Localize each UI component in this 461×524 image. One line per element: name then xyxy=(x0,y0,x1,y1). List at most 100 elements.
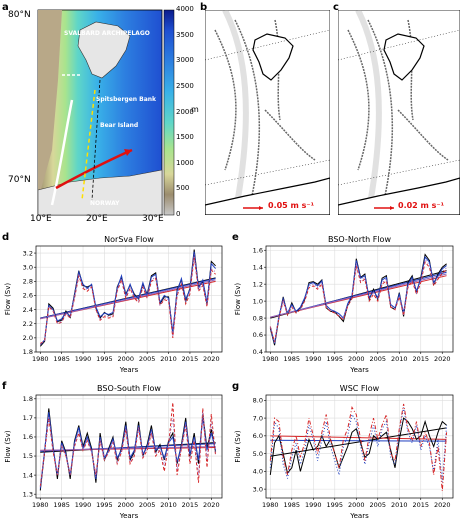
chart-title: NorSva Flow xyxy=(104,235,154,244)
panel-label-f: f xyxy=(2,381,7,392)
y-tick-label: 1.2 xyxy=(253,280,263,288)
place-bear-island: Bear Island xyxy=(100,122,139,129)
x-tick-label: 1995 xyxy=(96,501,113,509)
x-tick-label: 1980 xyxy=(262,355,279,363)
lat-label-70: 70°N xyxy=(8,175,31,185)
chart-title: BSO-North Flow xyxy=(328,235,391,244)
y-tick-label: 2.8 xyxy=(23,278,33,286)
y-tick-label: 1.6 xyxy=(23,433,33,441)
y-tick-label: 1.4 xyxy=(23,471,33,479)
y-axis-label: Flow (Sv) xyxy=(234,283,242,316)
trend-line xyxy=(40,278,216,319)
chart-title: WSC Flow xyxy=(340,384,380,393)
plot-frame xyxy=(265,245,454,353)
y-tick-label: 5.0 xyxy=(253,450,263,458)
series-line xyxy=(269,260,447,342)
x-tick-label: 1985 xyxy=(53,501,70,509)
panel-label-c: c xyxy=(333,2,339,13)
lon-label-30: 30°E xyxy=(142,214,164,224)
y-tick-label: 8.0 xyxy=(253,397,263,405)
x-tick-label: 2020 xyxy=(203,501,220,509)
y-tick-label: 3.2 xyxy=(23,249,33,257)
series-line xyxy=(39,251,216,346)
x-tick-label: 1980 xyxy=(32,501,49,509)
trend-line xyxy=(270,427,447,457)
x-tick-label: 1990 xyxy=(75,501,92,509)
x-axis-label: Years xyxy=(119,366,139,374)
x-tick-label: 2000 xyxy=(348,355,365,363)
colorbar-tick-label: 0 xyxy=(176,210,181,218)
x-axis-label: Years xyxy=(119,512,139,520)
series-line xyxy=(269,407,448,483)
colorbar-tick-label: 2500 xyxy=(176,81,194,90)
scale-label-c: 0.02 m s⁻¹ xyxy=(398,201,445,210)
x-tick-label: 2010 xyxy=(160,501,177,509)
x-tick-label: 2005 xyxy=(369,355,386,363)
x-tick-label: 2015 xyxy=(182,355,199,363)
x-tick-label: 1980 xyxy=(32,355,49,363)
x-tick-label: 2000 xyxy=(118,355,135,363)
y-tick-label: 0.4 xyxy=(253,348,263,356)
y-tick-label: 4.0 xyxy=(253,468,263,476)
y-tick-label: 1.3 xyxy=(23,490,33,498)
x-tick-label: 1990 xyxy=(305,501,322,509)
y-axis-label: Flow (Sv) xyxy=(4,430,12,463)
x-tick-label: 2020 xyxy=(434,501,451,509)
colorbar-tick-label: 500 xyxy=(176,184,190,193)
series-line xyxy=(40,256,216,344)
y-tick-label: 6.0 xyxy=(253,432,263,440)
lon-label-20: 20°E xyxy=(86,214,108,224)
scale-label-b: 0.05 m s⁻¹ xyxy=(268,201,315,210)
x-tick-label: 1985 xyxy=(284,501,301,509)
x-tick-label: 2005 xyxy=(369,501,386,509)
y-tick-label: 2.6 xyxy=(23,292,33,300)
x-tick-label: 2005 xyxy=(139,355,156,363)
x-tick-label: 2000 xyxy=(348,501,365,509)
x-tick-label: 1985 xyxy=(53,355,70,363)
series-line xyxy=(269,403,448,491)
x-tick-label: 1995 xyxy=(327,355,344,363)
colorbar-tick-label: 3500 xyxy=(176,30,194,39)
x-tick-label: 2005 xyxy=(139,501,156,509)
place-svalbard: SVALBARD ARCHIPELAGO xyxy=(64,30,150,37)
lon-label-10: 10°E xyxy=(30,214,52,224)
x-tick-label: 1980 xyxy=(262,501,279,509)
x-tick-label: 2020 xyxy=(434,355,451,363)
place-norway: NORWAY xyxy=(90,200,120,207)
x-tick-label: 2015 xyxy=(182,501,199,509)
plot-frame xyxy=(265,394,454,499)
chart-norsva-flow: NorSva Flow 1980 1985 1990 1995 2000 2005 2010 2… xyxy=(4,235,223,374)
lat-label-80: 80°N xyxy=(8,10,31,20)
chart-wsc-flow: WSC Flow 1980 1985 1990 1995 2000 2005 2010 2015… xyxy=(234,384,454,520)
chart-title: BSO-South Flow xyxy=(97,384,161,393)
panel-label-g: g xyxy=(232,381,240,392)
x-tick-label: 1990 xyxy=(305,355,322,363)
y-axis-label: Flow (Sv) xyxy=(234,430,242,463)
y-tick-label: 2.0 xyxy=(23,334,33,342)
x-tick-label: 1995 xyxy=(327,501,344,509)
x-tick-label: 2020 xyxy=(203,355,220,363)
velocity-map-c xyxy=(337,8,461,216)
bathymetry-map xyxy=(37,9,175,216)
velocity-map-b xyxy=(204,8,331,216)
y-tick-label: 0.8 xyxy=(253,314,263,322)
y-tick-label: 1.0 xyxy=(253,297,263,305)
y-tick-label: 3.0 xyxy=(23,263,33,271)
plot-frame xyxy=(35,394,223,499)
x-tick-label: 2000 xyxy=(118,501,135,509)
x-tick-label: 2010 xyxy=(391,355,408,363)
y-tick-label: 0.6 xyxy=(253,331,263,339)
trend-line xyxy=(40,279,216,320)
series-line xyxy=(269,417,447,475)
y-tick-label: 7.0 xyxy=(253,414,263,422)
plot-frame xyxy=(35,245,223,353)
y-tick-label: 2.2 xyxy=(23,320,33,328)
x-tick-label: 2010 xyxy=(160,355,177,363)
y-axis-label: Flow (Sv) xyxy=(4,283,12,316)
colorbar-tick-label: 3000 xyxy=(176,56,194,65)
x-tick-label: 1995 xyxy=(96,355,113,363)
x-axis-label: Years xyxy=(349,512,369,520)
map-panel-b xyxy=(204,8,331,216)
x-tick-label: 2015 xyxy=(412,355,429,363)
map-panel-a xyxy=(0,0,200,225)
